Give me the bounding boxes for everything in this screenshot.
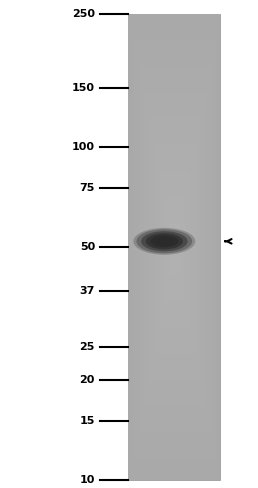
Text: 75: 75 [80, 183, 95, 193]
Ellipse shape [133, 228, 195, 255]
Ellipse shape [141, 231, 188, 251]
Text: KDa: KDa [67, 0, 95, 2]
Text: 250: 250 [72, 9, 95, 19]
Ellipse shape [150, 235, 178, 247]
Ellipse shape [155, 237, 174, 245]
Text: 100: 100 [72, 142, 95, 152]
Text: 50: 50 [80, 242, 95, 252]
Ellipse shape [136, 229, 192, 253]
Text: 15: 15 [80, 416, 95, 427]
Text: 10: 10 [80, 475, 95, 485]
Text: 20: 20 [80, 375, 95, 385]
Ellipse shape [146, 233, 183, 249]
Text: 150: 150 [72, 83, 95, 93]
Text: 37: 37 [80, 285, 95, 296]
Bar [128, 14, 220, 480]
Text: 25: 25 [80, 343, 95, 352]
